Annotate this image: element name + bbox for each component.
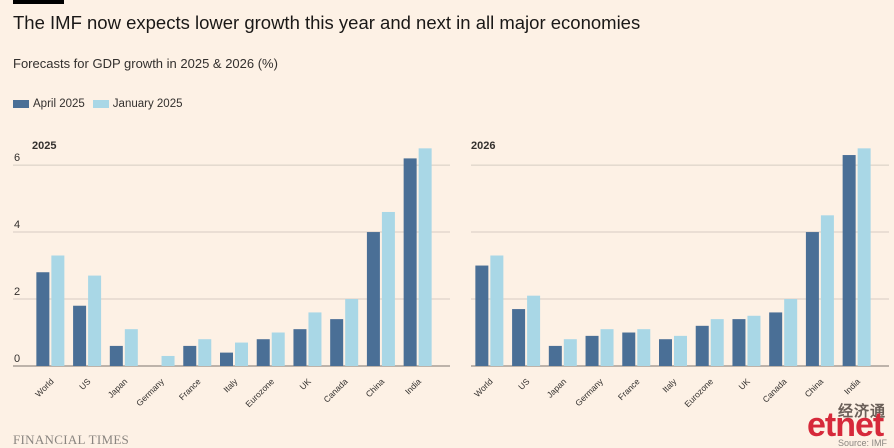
x-tick-label: Eurozone xyxy=(243,376,276,409)
legend: April 2025 January 2025 xyxy=(13,98,191,110)
x-tick-label: Italy xyxy=(660,376,679,395)
bar-april xyxy=(769,312,783,366)
bar-april xyxy=(256,339,270,366)
bar-january xyxy=(747,315,761,366)
bar-january xyxy=(235,342,248,366)
x-tick-label: India xyxy=(403,376,423,396)
x-tick-label: China xyxy=(364,376,387,399)
x-tick-label: World xyxy=(33,376,56,399)
bar-january xyxy=(124,329,138,366)
bar-january xyxy=(345,299,359,366)
bar-january xyxy=(418,148,432,366)
bar-january xyxy=(784,299,798,366)
x-tick-label: France xyxy=(616,376,642,402)
bar-january xyxy=(563,339,577,366)
bar-april xyxy=(732,319,746,366)
bar-january xyxy=(600,329,614,366)
x-tick-label: Germany xyxy=(573,376,605,408)
source-note: Source: IMF xyxy=(838,438,888,448)
legend-swatch-april xyxy=(13,100,29,108)
y-tick-label: 6 xyxy=(14,152,20,164)
bar-april xyxy=(695,325,709,366)
bar-january xyxy=(820,215,834,366)
bar-april xyxy=(293,329,307,366)
y-tick-label: 4 xyxy=(14,219,20,231)
watermark-logo: etnet xyxy=(807,406,884,444)
y-tick-label: 2 xyxy=(14,286,20,298)
bar-april xyxy=(109,345,123,366)
x-tick-label: France xyxy=(177,376,203,402)
x-tick-label: China xyxy=(803,376,826,399)
legend-item-january: January 2025 xyxy=(92,98,183,110)
chart-subtitle: Forecasts for GDP growth in 2025 & 2026 … xyxy=(13,56,278,71)
bar-april xyxy=(403,158,417,366)
bar-april xyxy=(220,352,233,366)
bar-april xyxy=(805,232,819,366)
bar-january xyxy=(51,255,65,366)
watermark-chinese: 经济通 xyxy=(838,403,887,420)
bar-january xyxy=(198,339,212,366)
x-tick-label: Italy xyxy=(221,376,240,395)
bar-january xyxy=(308,312,322,366)
bar-april xyxy=(548,345,562,366)
bar-april xyxy=(36,272,50,366)
panel-title-2025: 2025 xyxy=(32,140,57,152)
bar-january xyxy=(857,148,871,366)
panel-title-2026: 2026 xyxy=(471,140,496,152)
bar-january xyxy=(161,355,175,366)
bar-january xyxy=(674,335,687,366)
legend-label-january: January 2025 xyxy=(112,98,183,110)
bar-april xyxy=(512,309,526,366)
x-tick-label: Japan xyxy=(545,376,569,400)
x-tick-label: World xyxy=(472,376,495,399)
legend-label-april: April 2025 xyxy=(33,98,85,110)
bar-april xyxy=(366,232,380,366)
bar-january xyxy=(88,275,102,366)
bar-january xyxy=(527,295,541,366)
bar-january xyxy=(490,255,504,366)
x-tick-label: UK xyxy=(736,376,752,392)
x-tick-label: Canada xyxy=(321,376,349,404)
bar-april xyxy=(73,305,87,366)
x-tick-label: US xyxy=(77,376,93,392)
x-tick-label: Japan xyxy=(106,376,130,400)
bar-april xyxy=(585,335,599,366)
chart-title: The IMF now expects lower growth this ye… xyxy=(13,12,641,33)
x-tick-label: Canada xyxy=(760,376,788,404)
bar-january xyxy=(710,319,724,366)
bar-january xyxy=(271,332,285,366)
bar-april xyxy=(659,339,672,366)
x-tick-label: UK xyxy=(297,376,313,392)
x-tick-label: Eurozone xyxy=(682,376,715,409)
bar-april xyxy=(330,319,344,366)
header-accent-bar xyxy=(13,0,64,4)
legend-swatch-january xyxy=(92,100,109,108)
bar-april xyxy=(622,332,636,366)
bar-january xyxy=(381,211,395,366)
bar-january xyxy=(637,329,651,366)
bar-april xyxy=(842,155,856,366)
bar-april xyxy=(183,345,197,366)
publisher-logo: FINANCIAL TIMES xyxy=(13,432,130,447)
y-tick-label: 0 xyxy=(14,353,20,365)
bar-april xyxy=(475,265,489,366)
x-tick-label: Germany xyxy=(134,376,166,408)
legend-item-april: April 2025 xyxy=(13,98,85,110)
x-tick-label: US xyxy=(516,376,532,392)
x-tick-label: India xyxy=(842,376,862,396)
